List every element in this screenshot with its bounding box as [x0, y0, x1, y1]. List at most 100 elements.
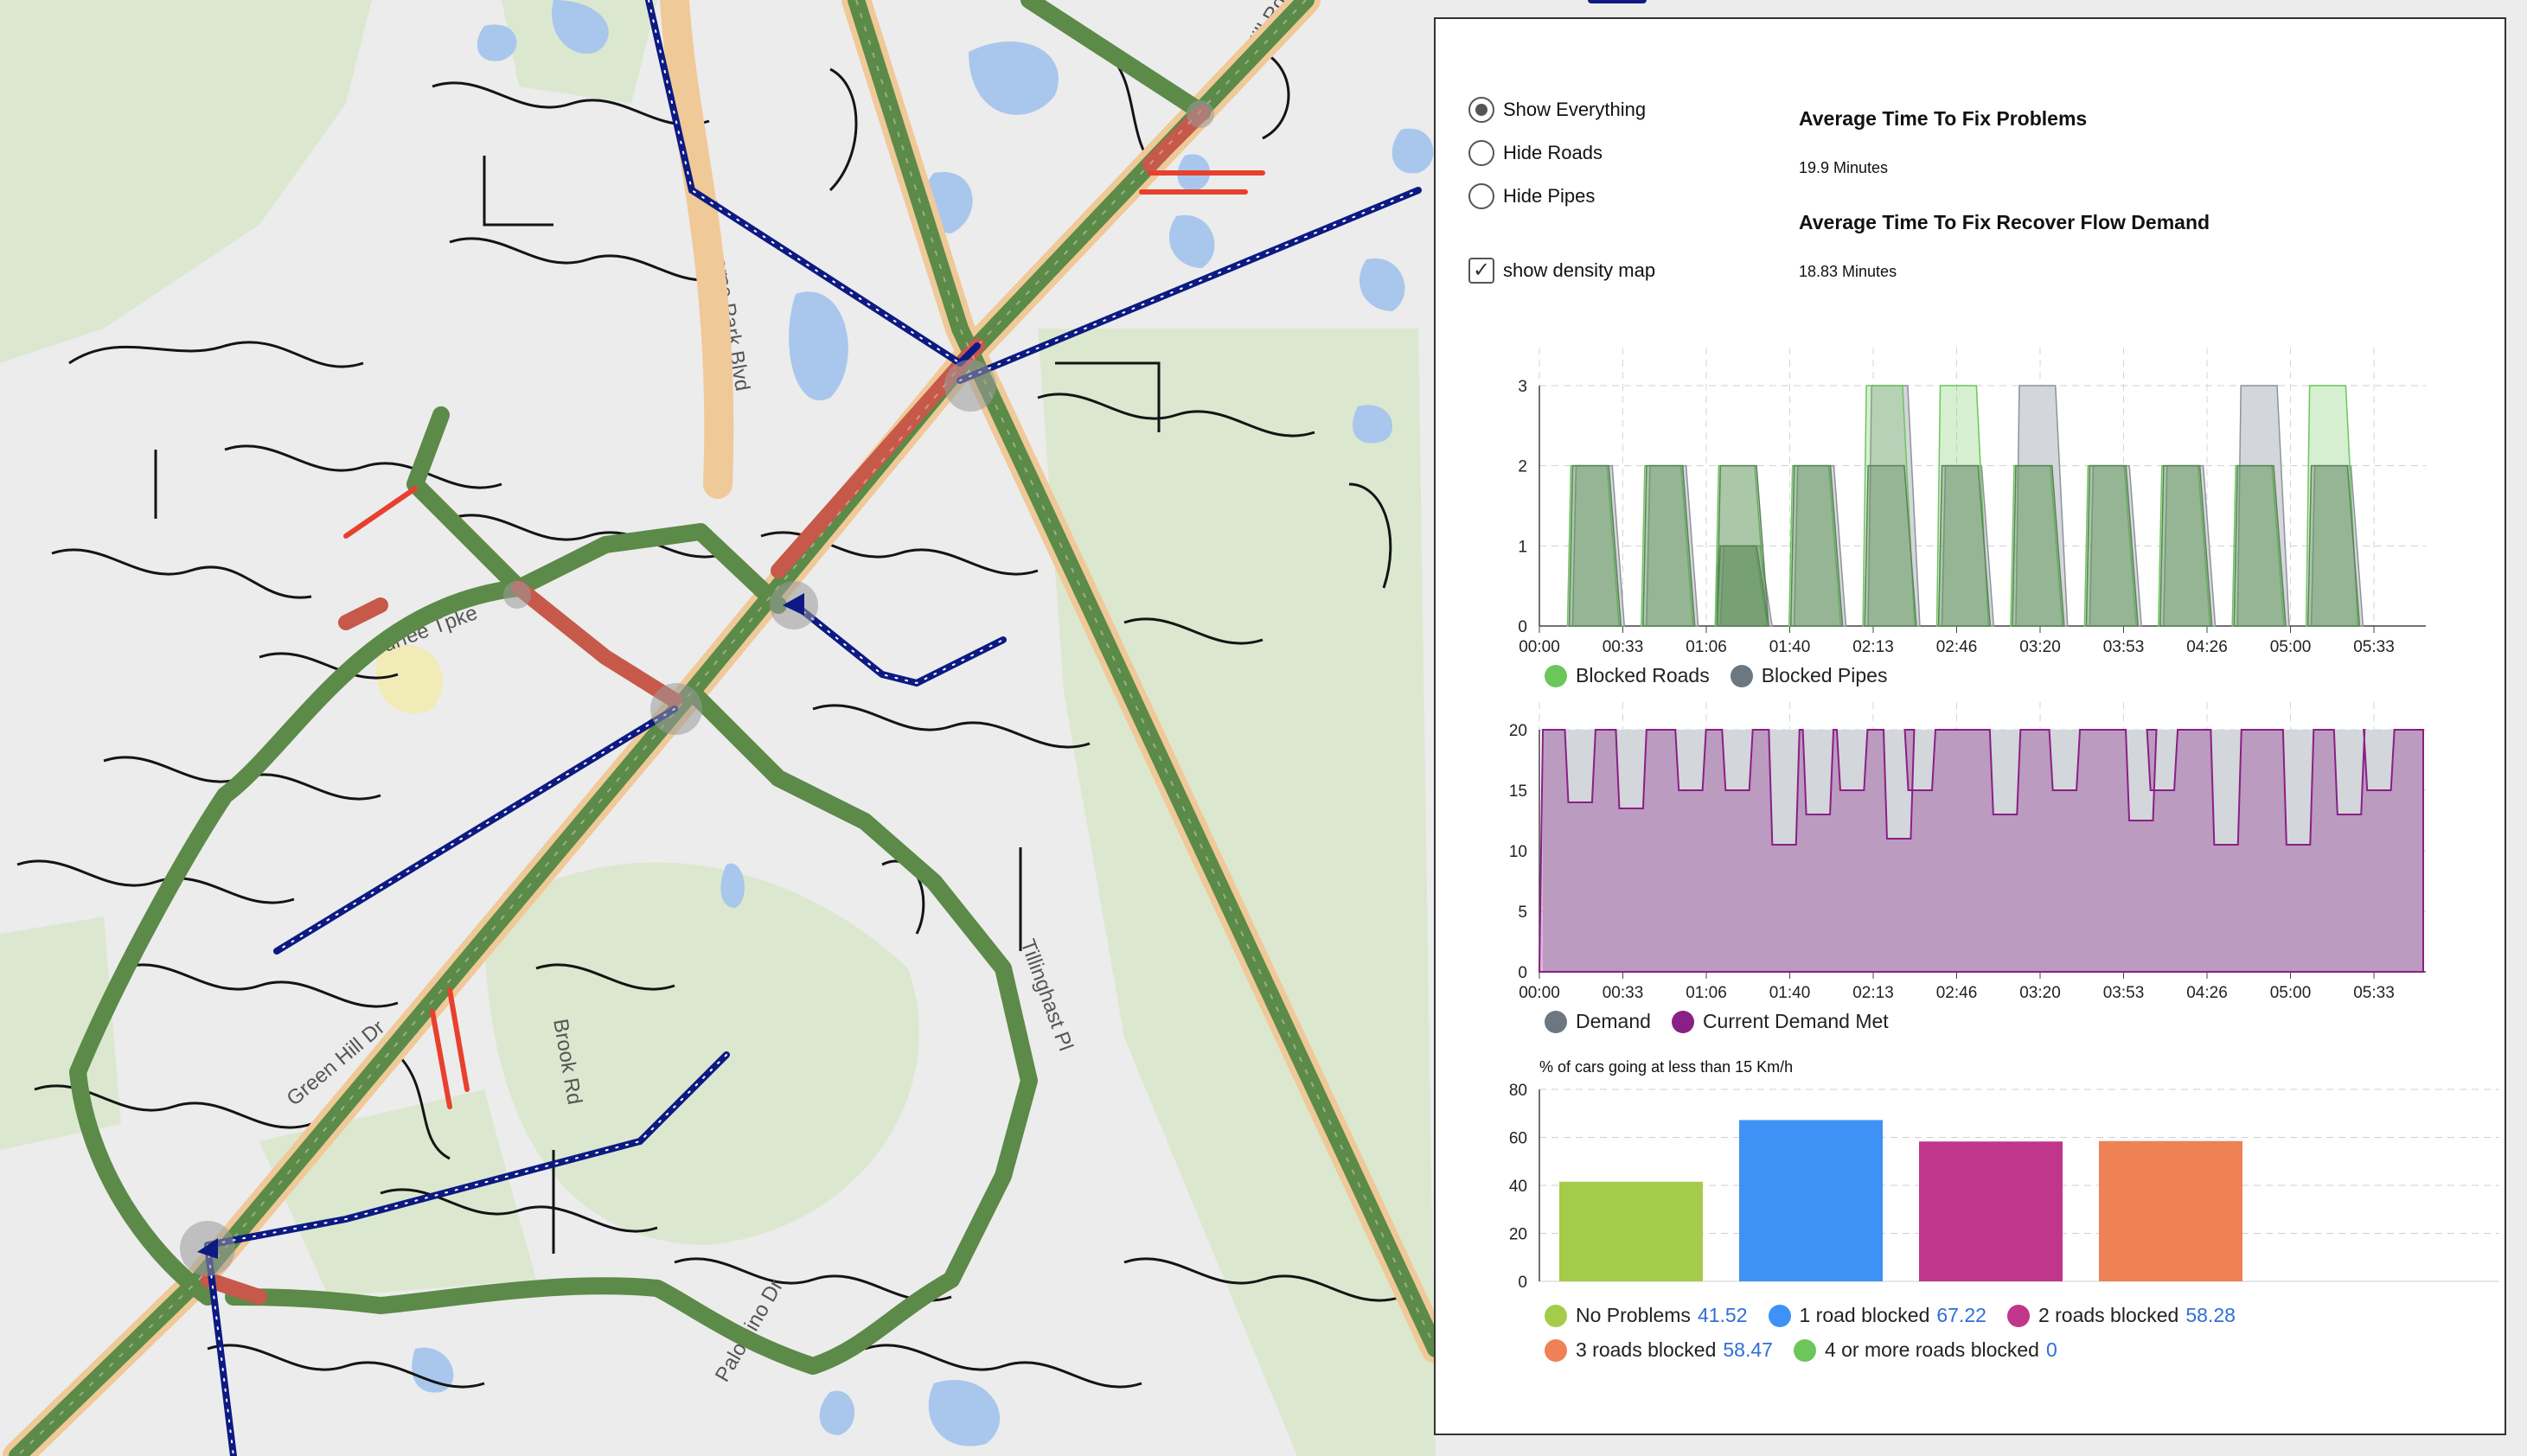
- x-tick-label: 03:53: [2103, 984, 2145, 1002]
- x-tick-label: 05:33: [2353, 638, 2395, 656]
- density-map-toggle[interactable]: ✓ show density map: [1468, 258, 1655, 284]
- legend-item[interactable]: No Problems 41.52: [1545, 1304, 1748, 1327]
- legend-item[interactable]: Blocked Pipes: [1730, 664, 1888, 687]
- y-tick-label: 40: [1509, 1178, 1527, 1196]
- water-pipes: [204, 0, 1647, 1456]
- junction-marker-icon[interactable]: [1187, 100, 1214, 128]
- y-tick-label: 60: [1509, 1130, 1527, 1148]
- demand-chart: 00:00 00:33 01:06 01:40 02:13 02:46 03:20 03:53…: [1509, 702, 2426, 1002]
- y-tick-label: 0: [1518, 618, 1527, 636]
- y-tick-label: 5: [1518, 904, 1527, 922]
- y-tick-label: 3: [1518, 378, 1527, 396]
- junction-markers[interactable]: [180, 100, 1214, 1276]
- radio-hide-pipes[interactable]: Hide Pipes: [1468, 183, 1595, 209]
- radio-selected-icon[interactable]: [1468, 97, 1494, 123]
- junction-marker-icon[interactable]: [650, 683, 702, 735]
- x-tick-label: 03:20: [2019, 638, 2061, 656]
- legend-label: 1 road blocked: [1799, 1304, 1930, 1326]
- legend-label: Demand: [1576, 1010, 1651, 1032]
- legend-item[interactable]: Current Demand Met: [1671, 1010, 1889, 1033]
- overlap-area: [2306, 464, 2361, 627]
- legend-value: 58.47: [1723, 1338, 1773, 1361]
- park-area: [0, 916, 121, 1150]
- junction-marker-icon[interactable]: [503, 581, 531, 609]
- legend-item[interactable]: 4 or more roads blocked 0: [1793, 1338, 2057, 1362]
- bar-3-roads-blocked: [2099, 1140, 2242, 1281]
- radio-label: Show Everything: [1503, 99, 1647, 120]
- bar-legend-row-1: No Problems 41.52 1 road blocked 67.22 2 r…: [1545, 1304, 2256, 1327]
- legend-dot-icon: [1545, 1304, 1567, 1327]
- speed-bar-chart: 0 20 40 60 80: [1509, 1082, 2499, 1292]
- legend-item[interactable]: Blocked Roads: [1545, 664, 1710, 687]
- legend-dot-icon: [1768, 1304, 1791, 1327]
- y-tick-label: 2: [1518, 458, 1527, 476]
- overlap-area: [2012, 464, 2065, 627]
- congested-roads: [200, 105, 1210, 1305]
- park-area: [259, 1089, 536, 1297]
- pump-station-icon[interactable]: [197, 1238, 218, 1259]
- overlap-area: [1937, 464, 1992, 627]
- legend-label: Current Demand Met: [1702, 1010, 1889, 1032]
- current-demand-met-area: [1538, 729, 2424, 973]
- bar-no-problems: [1559, 1181, 1703, 1281]
- legend-item[interactable]: 2 roads blocked 58.28: [2006, 1304, 2236, 1327]
- y-tick-label: 0: [1518, 1274, 1527, 1292]
- y-tick-label: 1: [1518, 538, 1527, 556]
- legend-label: 2 roads blocked: [2038, 1304, 2179, 1326]
- legend-item[interactable]: 1 road blocked 67.22: [1768, 1304, 1986, 1327]
- y-tick-label: 10: [1509, 843, 1527, 861]
- checkmark-icon[interactable]: ✓: [1468, 258, 1494, 284]
- overlap-area: [1864, 464, 1917, 627]
- legend-dot-icon: [1730, 664, 1753, 687]
- overlap-area: [1789, 464, 1844, 627]
- legend-item[interactable]: 3 roads blocked 58.47: [1545, 1338, 1773, 1362]
- x-tick-label: 03:20: [2019, 984, 2061, 1002]
- legend-dot-icon: [2006, 1304, 2030, 1327]
- overlap-area: [1568, 464, 1622, 627]
- radio-show-everything[interactable]: Show Everything: [1468, 97, 1646, 123]
- avg-flow-title: Average Time To Fix Recover Flow Demand: [1799, 211, 2210, 233]
- blocked-chart: 00:00 00:33 01:06 01:40 02:13 02:46 03:20 03:53…: [1518, 348, 2426, 656]
- radio-unselected-icon[interactable]: [1468, 183, 1494, 209]
- radio-unselected-icon[interactable]: [1468, 140, 1494, 166]
- radio-hide-roads[interactable]: Hide Roads: [1468, 140, 1603, 166]
- overlap-area: [1716, 545, 1769, 627]
- x-tick-label: 04:26: [2186, 984, 2228, 1002]
- x-tick-label: 05:33: [2353, 984, 2395, 1002]
- y-tick-label: 15: [1509, 782, 1527, 801]
- overlap-area: [2159, 464, 2213, 627]
- water-bodies: [412, 0, 1434, 1446]
- x-tick-label: 04:26: [2186, 638, 2228, 656]
- park-area: [484, 862, 919, 1245]
- y-tick-label: 80: [1509, 1082, 1527, 1100]
- radio-label: Hide Pipes: [1503, 185, 1596, 207]
- x-tick-label: 02:46: [1936, 984, 1978, 1002]
- pump-station-icon[interactable]: [783, 593, 804, 616]
- y-tick-label: 20: [1509, 1226, 1527, 1244]
- x-tick-label: 01:40: [1769, 984, 1811, 1002]
- junction-marker-icon[interactable]: [944, 360, 996, 412]
- park-area: [375, 644, 443, 714]
- legend-label: 3 roads blocked: [1576, 1338, 1717, 1361]
- avg-fix-value: 19.9 Minutes: [1799, 159, 1889, 176]
- overlap-area: [2085, 464, 2139, 627]
- legend-value: 0: [2045, 1338, 2057, 1361]
- x-tick-label: 00:00: [1519, 638, 1560, 656]
- x-tick-label: 00:00: [1519, 984, 1560, 1002]
- legend-dot-icon: [1793, 1338, 1816, 1362]
- avg-fix-title: Average Time To Fix Problems: [1799, 107, 2088, 130]
- legend-dot-icon: [1545, 664, 1567, 687]
- x-tick-label: 02:46: [1936, 638, 1978, 656]
- legend-item[interactable]: Demand: [1545, 1010, 1651, 1033]
- fault-markers: [343, 170, 1265, 1109]
- bar-1-road-blocked: [1739, 1120, 1883, 1281]
- density-label: show density map: [1503, 259, 1656, 281]
- x-tick-label: 02:13: [1852, 984, 1894, 1002]
- legend-label: Blocked Pipes: [1761, 664, 1888, 686]
- park-area: [0, 0, 372, 363]
- blocked-chart-legend: Blocked Roads Blocked Pipes: [1545, 664, 1908, 687]
- overlap-area: [2233, 464, 2287, 627]
- legend-dot-icon: [1545, 1010, 1567, 1033]
- x-tick-label: 02:13: [1852, 638, 1894, 656]
